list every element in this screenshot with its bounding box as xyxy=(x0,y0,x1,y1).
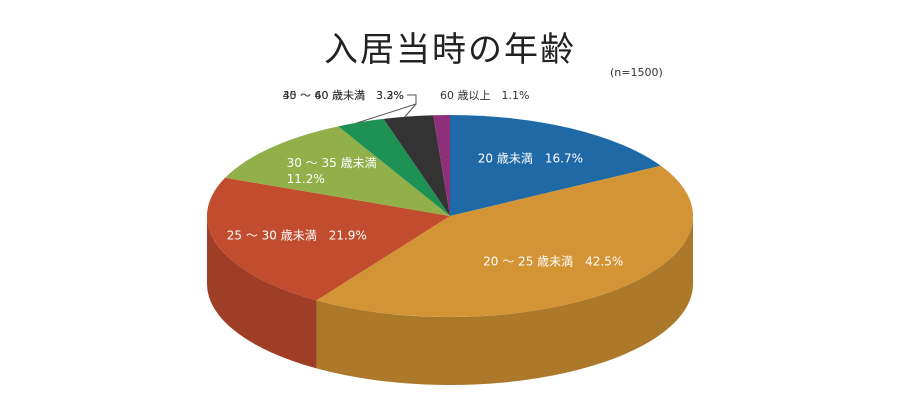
pie-side-2 xyxy=(207,216,317,369)
pie-slice-3 xyxy=(225,126,450,216)
chart-title: 入居当時の年齢 xyxy=(324,30,576,70)
pie-slice-4 xyxy=(338,118,450,216)
pie-labels: 20 歳未満 16.7% 20 ～ 25 歳未満 42.5% 25 ～ 30 歳未満… xyxy=(227,89,624,269)
slice-label-5: 40 ～ 60 歳未満 3.3% xyxy=(283,89,404,102)
slice-label-2: 25 ～ 30 歳未満 21.9% xyxy=(227,229,367,243)
slice-label-6: 60 歳以上 1.1% xyxy=(440,89,529,102)
pie-slice-0 xyxy=(450,115,661,216)
pie-sides xyxy=(207,216,693,385)
pie-slice-1 xyxy=(316,165,693,317)
pie-slice-6 xyxy=(433,115,450,216)
slice-label-4: 35 ～ 40 歳未満 3.2% xyxy=(283,89,404,102)
slice-value-3: 11.2% xyxy=(287,172,325,186)
slice-label-0: 20 歳未満 16.7% xyxy=(478,151,583,165)
sample-size-note: (n=1500) xyxy=(610,66,663,79)
leader-line-5 xyxy=(403,94,417,118)
pie-slice-5 xyxy=(383,115,450,216)
slice-label-3: 30 ～ 35 歳未満 xyxy=(287,156,377,170)
pie-tops xyxy=(206,115,693,317)
pie-slice-2 xyxy=(206,177,450,301)
pie-side-1 xyxy=(316,216,693,385)
slice-label-1: 20 ～ 25 歳未満 42.5% xyxy=(483,255,623,269)
